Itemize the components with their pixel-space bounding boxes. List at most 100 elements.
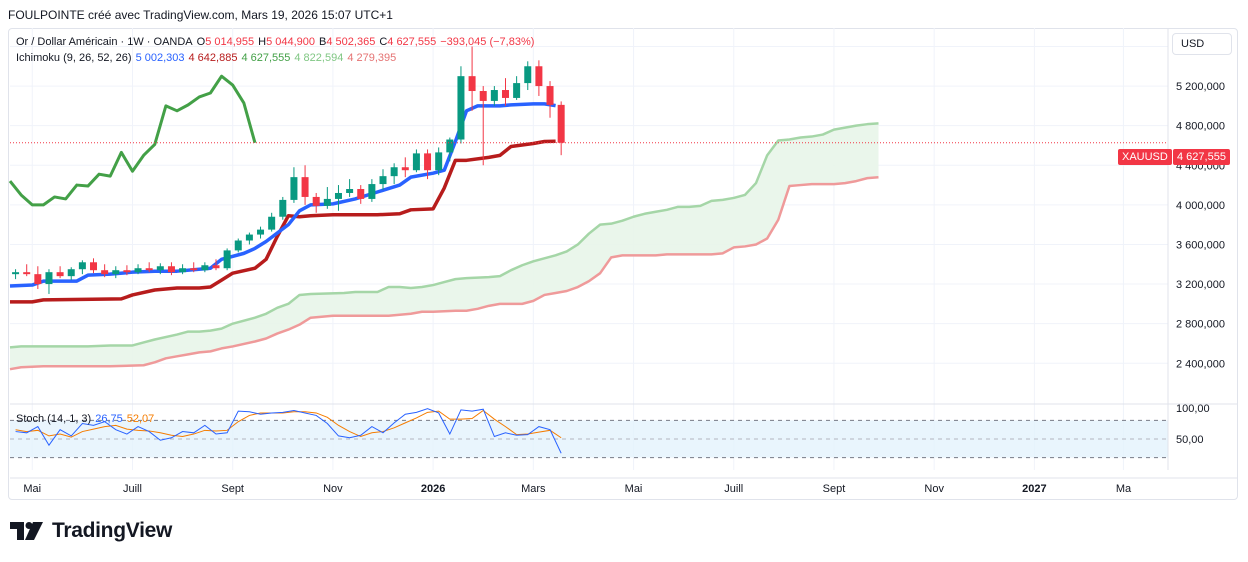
candle-body: [78, 262, 86, 270]
low-value: 4 502,365: [326, 36, 376, 48]
candle-body: [312, 196, 320, 206]
time-axis-label: 2026: [421, 483, 445, 495]
price-axis-label: 3 600,000: [1176, 239, 1225, 251]
candle-body: [56, 272, 64, 277]
stoch-axis-label: 50,00: [1176, 434, 1204, 446]
candle-body: [424, 153, 432, 171]
time-axis-label: Nov: [323, 483, 343, 495]
candle-body: [123, 270, 131, 273]
tradingview-logo-icon: [10, 522, 43, 540]
time-axis-label: Ma: [1116, 483, 1132, 495]
candle-body: [490, 90, 498, 101]
tradingview-logo-text: TradingView: [52, 519, 173, 542]
high-value: 5 044,900: [266, 36, 316, 48]
candle-body: [368, 184, 376, 199]
candle-body: [290, 177, 298, 200]
stoch-k-value: 26,75: [95, 413, 123, 425]
candle-body: [334, 192, 342, 199]
tradingview-logo[interactable]: TradingView: [10, 519, 172, 543]
candle-body: [557, 104, 565, 143]
candle-body: [323, 198, 331, 206]
candle-body: [90, 262, 98, 271]
time-axis-label: Mai: [625, 483, 643, 495]
ichimoku-span-b-value: 4 279,395: [347, 52, 397, 64]
candle-body: [245, 234, 253, 241]
candle-body: [45, 272, 53, 285]
close-label: C: [379, 36, 388, 48]
currency-button[interactable]: USD: [1172, 33, 1232, 55]
candle-body: [156, 266, 164, 271]
ichimoku-legend: Ichimoku (9, 26, 52, 26) 5 002,303 4 642,8…: [16, 52, 400, 64]
candle-body: [524, 66, 532, 84]
candle-body: [279, 199, 287, 217]
candle-body: [223, 250, 231, 269]
price-tag-symbol: XAUUSD: [1118, 149, 1172, 165]
candle-body: [190, 268, 198, 271]
ichimoku-span-a-line: [9, 122, 879, 349]
stoch-axis-label: 100,00: [1176, 403, 1210, 415]
candle-body: [101, 270, 109, 275]
candle-body: [257, 229, 265, 235]
open-label: O: [196, 36, 206, 48]
candle-body: [212, 265, 220, 269]
ichimoku-lagging-line: [8, 74, 257, 207]
price-axis-label: 3 200,000: [1176, 279, 1225, 291]
ichimoku-tenkan-line: [9, 102, 556, 288]
change-value: −393,045 (−7,83%): [440, 36, 535, 48]
stoch-legend: Stoch (14, 1, 3) 26,75 52,07: [16, 413, 158, 425]
candle-body: [357, 189, 365, 199]
candle-body: [112, 270, 120, 275]
ichimoku-cloud: [10, 123, 879, 370]
candle-body: [468, 76, 476, 92]
time-axis-label: Sept: [221, 483, 244, 495]
ichimoku-tenkan-value: 5 002,303: [135, 52, 185, 64]
candle-body: [412, 153, 420, 171]
price-axis-label: 4 000,000: [1176, 200, 1225, 212]
candle-body: [134, 268, 142, 273]
candle-body: [390, 167, 398, 177]
candle-body: [457, 76, 465, 140]
candle-body: [34, 274, 42, 285]
stoch-d-line: [15, 409, 562, 439]
stoch-d-value: 52,07: [126, 413, 155, 425]
candle-body: [145, 268, 153, 271]
price-axis-label: 2 400,000: [1176, 358, 1225, 370]
candle-body: [435, 152, 443, 171]
time-axis-label: Juill: [123, 483, 142, 495]
candle-body: [12, 272, 20, 275]
open-value: 5 014,955: [205, 36, 255, 48]
candle-body: [201, 265, 209, 271]
price-axis-label: 5 200,000: [1176, 81, 1225, 93]
ichimoku-span-a-value: 4 822,594: [294, 52, 344, 64]
ichimoku-label[interactable]: Ichimoku (9, 26, 52, 26): [16, 52, 132, 64]
candle-body: [23, 272, 31, 275]
time-axis-label: Mars: [521, 483, 546, 495]
main-legend: Or / Dollar Américain · 1W · OANDA O5 014…: [16, 36, 538, 48]
candle-body: [234, 240, 242, 251]
candle-body: [268, 216, 276, 230]
candle-body: [535, 66, 543, 87]
candle-body: [379, 176, 387, 185]
candle-body: [446, 139, 454, 153]
high-label: H: [258, 36, 267, 48]
candle-body: [501, 90, 509, 98]
time-axis-label: 2027: [1022, 483, 1046, 495]
symbol-title[interactable]: Or / Dollar Américain · 1W · OANDA: [16, 36, 193, 48]
chart-header: FOULPOINTE créé avec TradingView.com, Ma…: [8, 8, 393, 22]
ichimoku-span-b-line: [9, 175, 879, 371]
candle-body: [301, 177, 309, 197]
stoch-label[interactable]: Stoch (14, 1, 3): [16, 413, 92, 425]
candle-body: [513, 83, 521, 98]
ichimoku-kijun-value: 4 642,885: [188, 52, 238, 64]
ichimoku-lagging-value: 4 627,555: [241, 52, 291, 64]
candle-body: [546, 86, 554, 105]
price-axis-label: 2 800,000: [1176, 319, 1225, 331]
price-tag-value: 4 627,555: [1173, 149, 1230, 165]
time-axis-label: Sept: [823, 483, 846, 495]
time-axis-label: Mai: [23, 483, 41, 495]
ichimoku-kijun-line: [10, 139, 556, 304]
close-value: 4 627,555: [387, 36, 437, 48]
candle-body: [179, 268, 187, 273]
time-axis-label: Juill: [724, 483, 743, 495]
